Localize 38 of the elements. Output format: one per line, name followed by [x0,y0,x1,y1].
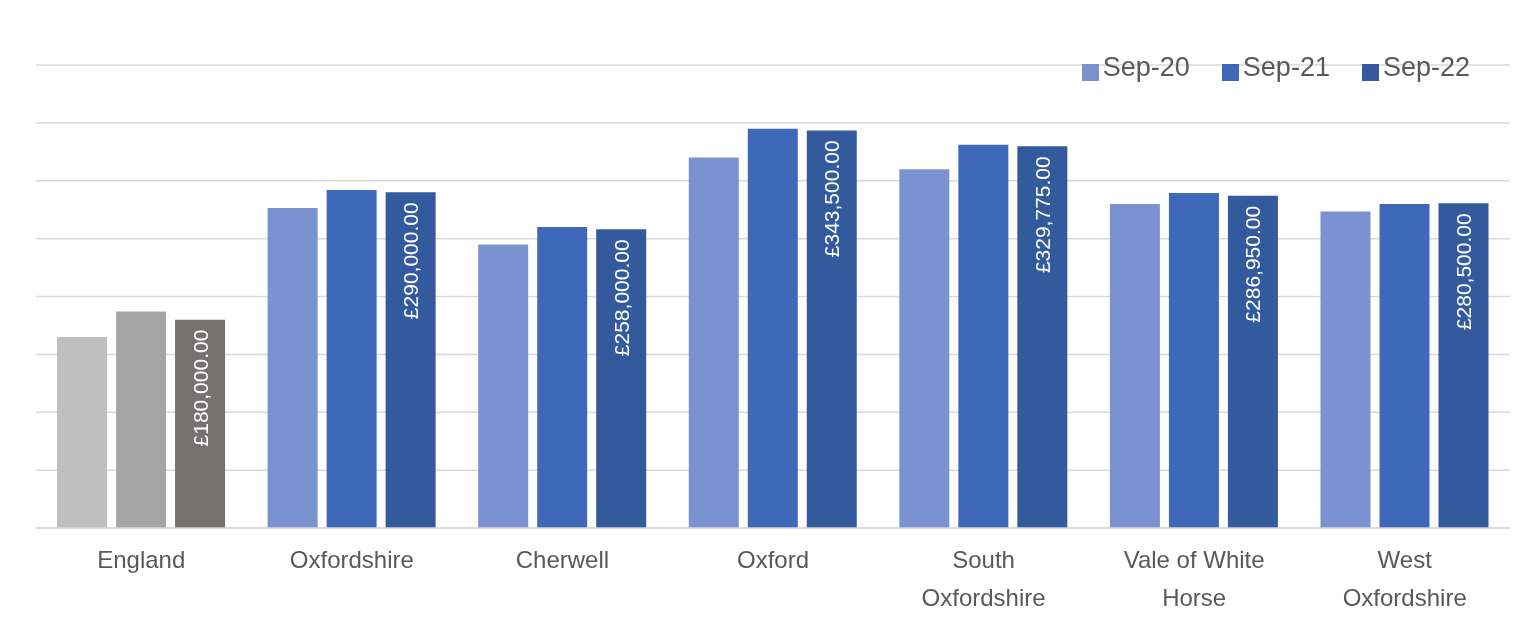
bar [175,319,226,528]
x-tick-label: Oxfordshire [289,546,414,573]
bar [267,207,318,528]
x-tick-label: Vale of White Horse [1123,546,1265,611]
bar [747,128,798,528]
bar [537,227,588,528]
bar [899,169,950,528]
data-label: £329,775.00 [1030,156,1054,274]
bar [1109,203,1160,528]
bar [1379,203,1430,528]
data-label: £290,000.00 [399,202,423,320]
bar [1227,195,1278,528]
bar [1320,211,1371,528]
legend-label: Sep-20 [1102,52,1190,82]
data-label: £258,000.00 [609,239,633,357]
bar [1017,146,1068,528]
bar [385,192,436,528]
x-tick-label: South Oxfordshire [921,546,1046,611]
x-tick-label: West Oxfordshire [1342,546,1467,611]
bar [57,337,108,528]
bar [116,311,167,528]
bar [326,190,377,528]
bar [596,229,647,528]
x-tick-label: England [97,546,186,573]
legend-label: Sep-21 [1242,52,1330,82]
bar [1438,203,1489,528]
bar [1168,192,1219,528]
x-tick-label: Oxford [736,546,810,573]
bar [958,144,1009,528]
legend-label: Sep-22 [1382,52,1470,82]
data-label: £343,500.00 [820,140,844,258]
bar [806,130,857,528]
bar [478,244,529,528]
data-label: £180,000.00 [188,329,212,447]
bar [688,157,739,528]
data-label: £286,950.00 [1241,205,1265,323]
x-tick-label: Cherwell [515,546,610,573]
data-label: £280,500.00 [1451,213,1475,331]
